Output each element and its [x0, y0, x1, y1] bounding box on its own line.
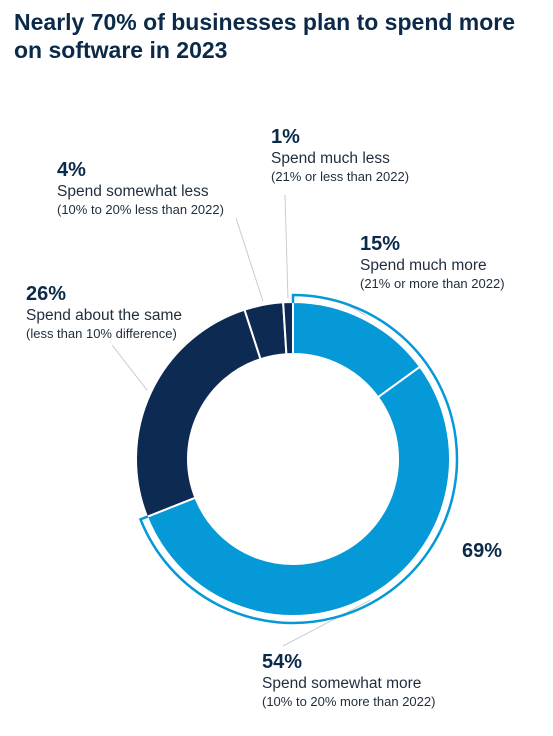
label-spend-about-same: 26% Spend about the same (less than 10% …: [26, 282, 182, 342]
pct-spend-much-less: 1%: [271, 126, 300, 148]
label-spend-somewhat-more: 54% Spend somewhat more (10% to 20% more…: [262, 650, 435, 710]
sub-spend-much-more: (21% or more than 2022): [360, 276, 505, 291]
name-spend-about-same: Spend about the same: [26, 307, 182, 324]
sub-spend-much-less: (21% or less than 2022): [271, 169, 410, 184]
leader-line-spend-somewhat-more: [282, 599, 371, 647]
sub-spend-somewhat-less: (10% to 20% less than 2022): [57, 202, 224, 217]
sub-spend-somewhat-more: (10% to 20% more than 2022): [262, 694, 436, 709]
leader-lines: [111, 194, 371, 647]
chart-title: Nearly 70% of businesses plan to spend m…: [14, 9, 516, 63]
pct-spend-much-more: 15%: [360, 233, 401, 255]
slice-spend-somewhat-more: [145, 365, 451, 617]
name-spend-much-less: Spend much less: [271, 150, 390, 167]
name-spend-somewhat-less: Spend somewhat less: [57, 183, 209, 200]
group-bracket: [138, 293, 459, 625]
pct-spend-about-same: 26%: [26, 283, 67, 305]
leader-line-spend-much-less: [284, 194, 289, 299]
slice-spend-much-less: [282, 300, 294, 356]
name-spend-much-more: Spend much more: [360, 257, 487, 274]
group-total-label: 69%: [462, 540, 503, 562]
sub-spend-about-same: (less than 10% difference): [26, 326, 177, 341]
leader-line-spend-about-same: [111, 344, 148, 391]
label-spend-much-more: 15% Spend much more (21% or more than 20…: [360, 232, 505, 292]
pct-spend-somewhat-less: 4%: [57, 159, 86, 181]
donut-slices: [135, 300, 451, 617]
label-spend-much-less: 1% Spend much less (21% or less than 202…: [271, 125, 409, 185]
pct-spend-somewhat-more: 54%: [262, 651, 303, 673]
leader-line-spend-somewhat-less: [235, 217, 264, 302]
label-spend-somewhat-less: 4% Spend somewhat less (10% to 20% less …: [57, 158, 224, 218]
name-spend-somewhat-more: Spend somewhat more: [262, 675, 422, 692]
